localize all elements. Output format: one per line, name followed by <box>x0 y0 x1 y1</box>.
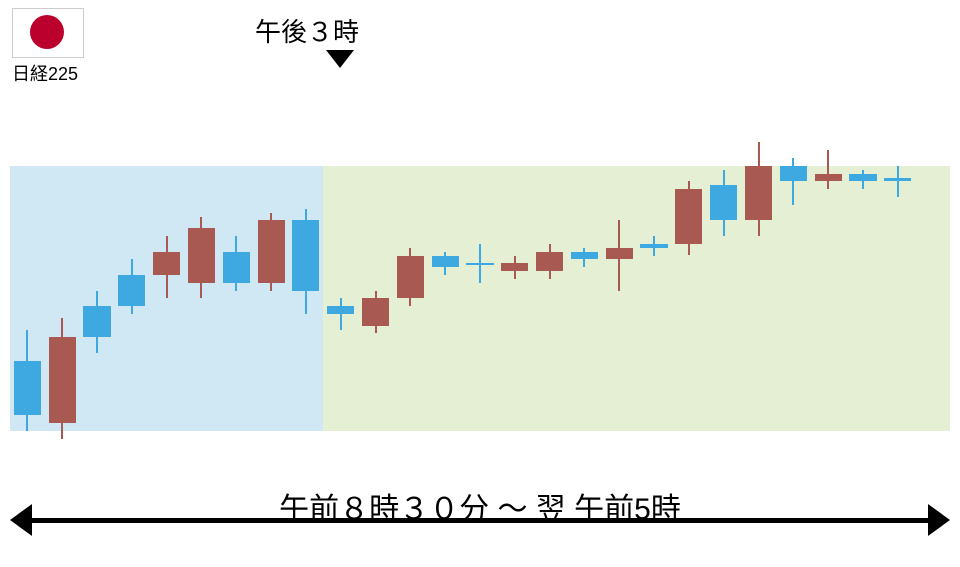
candle-body <box>571 252 598 260</box>
candle-body <box>675 189 702 244</box>
japan-flag-circle <box>30 15 64 49</box>
candle-body <box>327 306 354 314</box>
candle-body <box>640 244 667 248</box>
candle-body <box>710 185 737 220</box>
candlestick-chart <box>10 80 950 470</box>
candle-wick <box>340 298 342 329</box>
candle-body <box>188 228 215 283</box>
candle-body <box>292 220 319 290</box>
candle-body <box>153 252 180 275</box>
candle-body <box>83 306 110 337</box>
candle-body <box>466 263 493 265</box>
candle-body <box>397 256 424 299</box>
candle-body <box>432 256 459 268</box>
candle-body <box>14 361 41 416</box>
candle-body <box>849 174 876 182</box>
session-split-label: 午後３時 <box>255 12 359 49</box>
candle-body <box>501 263 528 271</box>
candle-body <box>223 252 250 283</box>
candle-body <box>362 298 389 325</box>
candle-body <box>780 166 807 182</box>
candle-body <box>815 174 842 182</box>
candle-body <box>606 248 633 260</box>
session-split-marker-icon <box>326 50 354 68</box>
candle-body <box>884 178 911 182</box>
candle-body <box>49 337 76 423</box>
candle-body <box>118 275 145 306</box>
timeline-range-label: 午前８時３０分 ～ 翌 午前5時 <box>0 484 960 528</box>
session-bg-night <box>323 166 950 431</box>
candle-body <box>258 220 285 282</box>
candle-body <box>745 166 772 221</box>
candle-body <box>536 252 563 272</box>
candle-wick <box>827 150 829 189</box>
candle-wick <box>897 166 899 197</box>
